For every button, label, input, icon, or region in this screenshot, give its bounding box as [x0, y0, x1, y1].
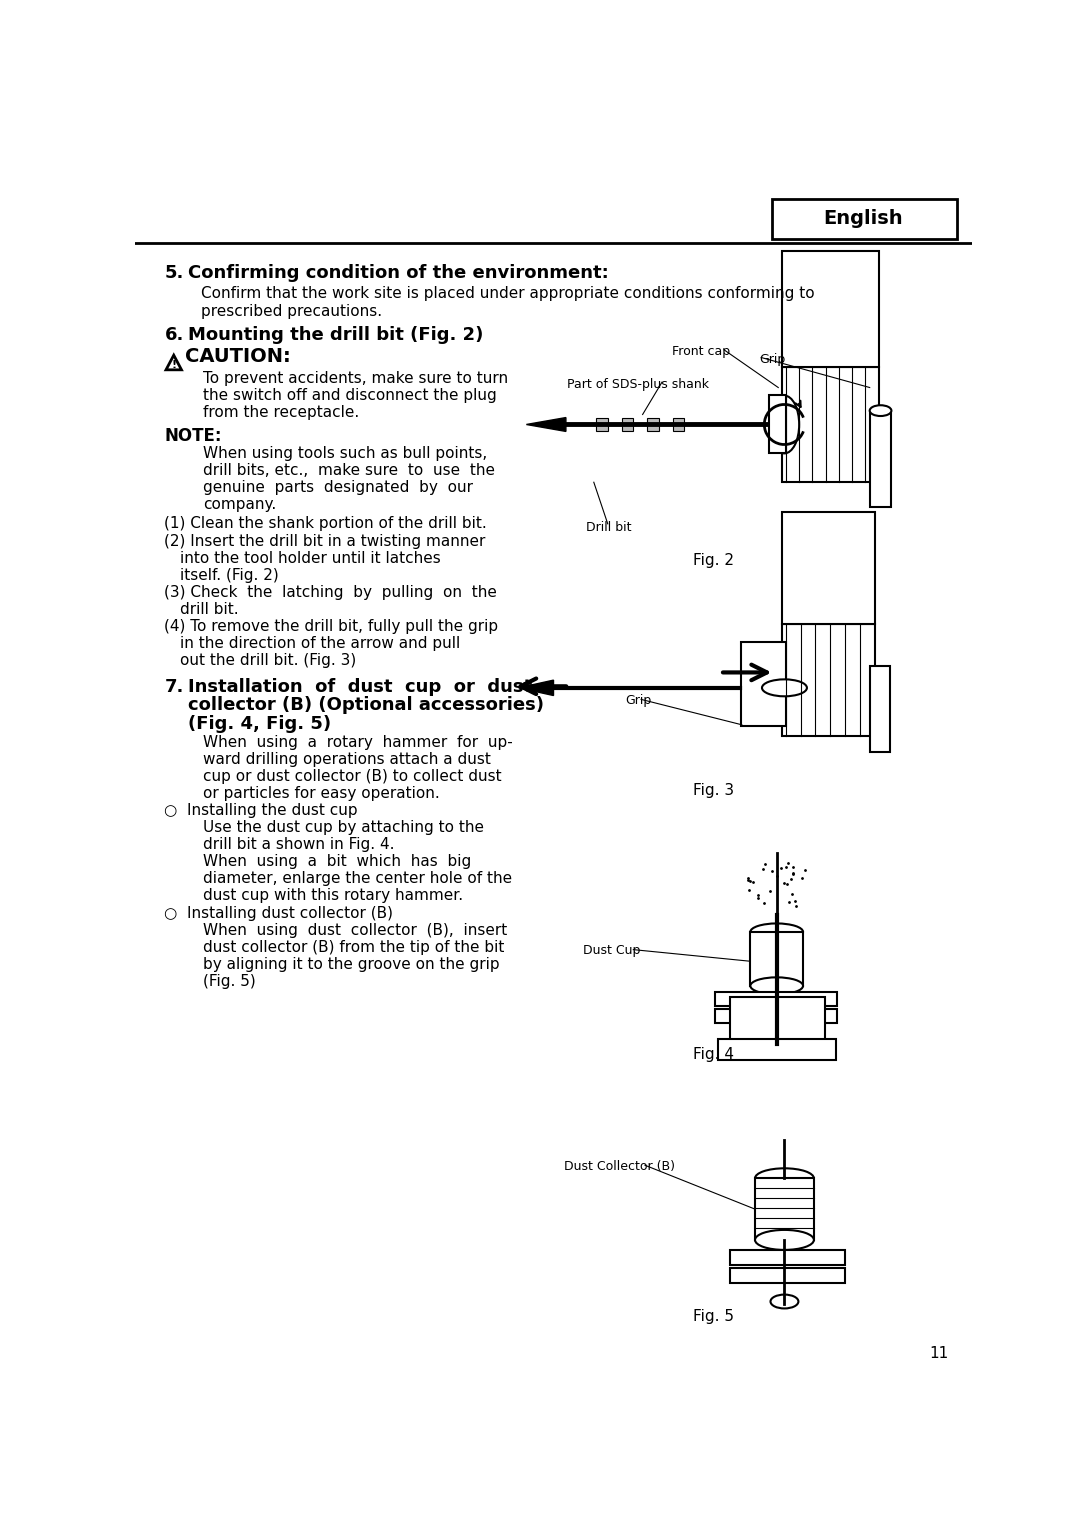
Text: diameter, enlarge the center hole of the: diameter, enlarge the center hole of the	[203, 872, 512, 887]
Text: Dust Cup: Dust Cup	[583, 945, 640, 957]
Text: ward drilling operations attach a dust: ward drilling operations attach a dust	[203, 752, 491, 766]
Bar	[751, 931, 804, 986]
Text: genuine  parts  designated  by  our: genuine parts designated by our	[203, 480, 473, 495]
Text: ○  Installing the dust cup: ○ Installing the dust cup	[164, 803, 359, 818]
Text: (4) To remove the drill bit, fully pull the grip: (4) To remove the drill bit, fully pull …	[164, 619, 499, 635]
Text: Dust Collector (B): Dust Collector (B)	[564, 1161, 675, 1173]
Text: !: !	[172, 361, 176, 370]
Bar	[718, 1038, 836, 1060]
Text: itself. (Fig. 2): itself. (Fig. 2)	[180, 567, 279, 583]
Ellipse shape	[751, 977, 804, 994]
Text: by aligning it to the groove on the grip: by aligning it to the groove on the grip	[203, 957, 500, 972]
Text: Fig. 4: Fig. 4	[693, 1047, 734, 1063]
Bar	[647, 417, 659, 431]
Text: 7.: 7.	[164, 677, 184, 696]
Text: Grip: Grip	[625, 694, 651, 706]
Text: When using tools such as bull points,: When using tools such as bull points,	[203, 446, 487, 462]
Polygon shape	[526, 417, 566, 431]
Bar	[715, 1009, 837, 1023]
Bar	[596, 417, 608, 431]
Text: Fig. 5: Fig. 5	[693, 1309, 734, 1324]
Ellipse shape	[770, 396, 799, 454]
Bar	[782, 512, 875, 624]
Text: or particles for easy operation.: or particles for easy operation.	[203, 786, 440, 801]
Text: in the direction of the arrow and pull: in the direction of the arrow and pull	[180, 636, 460, 651]
Bar	[782, 251, 879, 367]
Text: cup or dust collector (B) to collect dust: cup or dust collector (B) to collect dus…	[203, 769, 502, 784]
Text: 5.: 5.	[164, 265, 184, 283]
Bar	[769, 394, 786, 453]
Text: NOTE:: NOTE:	[164, 427, 222, 445]
Bar	[869, 411, 891, 508]
Text: Drill bit: Drill bit	[586, 521, 632, 534]
Text: drill bits, etc.,  make sure  to  use  the: drill bits, etc., make sure to use the	[203, 463, 496, 479]
Text: from the receptacle.: from the receptacle.	[203, 405, 360, 420]
Text: Grip: Grip	[759, 353, 785, 365]
Text: ○  Installing dust collector (B): ○ Installing dust collector (B)	[164, 905, 393, 920]
Text: Fig. 3: Fig. 3	[693, 783, 734, 798]
Text: 6.: 6.	[164, 326, 184, 344]
Text: When  using  a  rotary  hammer  for  up-: When using a rotary hammer for up-	[203, 735, 513, 749]
Text: Installation  of  dust  cup  or  dust: Installation of dust cup or dust	[188, 677, 531, 696]
Bar	[772, 199, 957, 239]
Text: Mounting the drill bit (Fig. 2): Mounting the drill bit (Fig. 2)	[188, 326, 483, 344]
Bar	[715, 992, 837, 1006]
Bar	[730, 997, 825, 1040]
Text: the switch off and disconnect the plug: the switch off and disconnect the plug	[203, 388, 497, 404]
Text: Confirm that the work site is placed under appropriate conditions conforming to: Confirm that the work site is placed und…	[201, 286, 814, 301]
Text: company.: company.	[203, 497, 276, 512]
Text: drill bit.: drill bit.	[180, 602, 239, 618]
Polygon shape	[518, 680, 554, 696]
Text: English: English	[824, 209, 903, 228]
Bar	[622, 417, 633, 431]
Ellipse shape	[770, 1295, 798, 1309]
Ellipse shape	[755, 1168, 814, 1188]
Text: Confirming condition of the environment:: Confirming condition of the environment:	[188, 265, 608, 283]
Bar	[869, 665, 890, 752]
Text: Fig. 2: Fig. 2	[693, 553, 734, 569]
Text: (Fig. 5): (Fig. 5)	[203, 974, 256, 989]
Bar	[741, 642, 786, 726]
Text: When  using  a  bit  which  has  big: When using a bit which has big	[203, 855, 472, 868]
Text: Part of SDS-plus shank: Part of SDS-plus shank	[567, 378, 710, 390]
Text: Front cap: Front cap	[672, 346, 730, 358]
Text: 11: 11	[930, 1346, 948, 1361]
Text: dust collector (B) from the tip of the bit: dust collector (B) from the tip of the b…	[203, 940, 504, 956]
Text: To prevent accidents, make sure to turn: To prevent accidents, make sure to turn	[203, 372, 509, 387]
Bar	[730, 1249, 845, 1266]
Ellipse shape	[755, 1229, 814, 1249]
Bar	[755, 1179, 814, 1240]
Ellipse shape	[869, 405, 891, 416]
Bar	[782, 624, 875, 737]
Ellipse shape	[751, 924, 804, 940]
Ellipse shape	[762, 679, 807, 696]
Text: (3) Check  the  latching  by  pulling  on  the: (3) Check the latching by pulling on the	[164, 586, 497, 601]
Text: (1) Clean the shank portion of the drill bit.: (1) Clean the shank portion of the drill…	[164, 517, 487, 531]
Bar	[730, 1268, 845, 1283]
Text: dust cup with this rotary hammer.: dust cup with this rotary hammer.	[203, 888, 463, 904]
Text: into the tool holder until it latches: into the tool holder until it latches	[180, 550, 441, 566]
Text: CAUTION:: CAUTION:	[186, 347, 292, 367]
Bar	[673, 417, 685, 431]
Bar	[782, 367, 879, 482]
Text: (Fig. 4, Fig. 5): (Fig. 4, Fig. 5)	[188, 714, 330, 732]
Text: prescribed precautions.: prescribed precautions.	[201, 304, 382, 318]
Text: When  using  dust  collector  (B),  insert: When using dust collector (B), insert	[203, 924, 508, 939]
Text: drill bit a shown in Fig. 4.: drill bit a shown in Fig. 4.	[203, 838, 394, 852]
Text: collector (B) (Optional accessories): collector (B) (Optional accessories)	[188, 696, 543, 714]
Text: (2) Insert the drill bit in a twisting manner: (2) Insert the drill bit in a twisting m…	[164, 534, 486, 549]
Text: out the drill bit. (Fig. 3): out the drill bit. (Fig. 3)	[180, 653, 356, 668]
Text: Use the dust cup by attaching to the: Use the dust cup by attaching to the	[203, 820, 484, 835]
